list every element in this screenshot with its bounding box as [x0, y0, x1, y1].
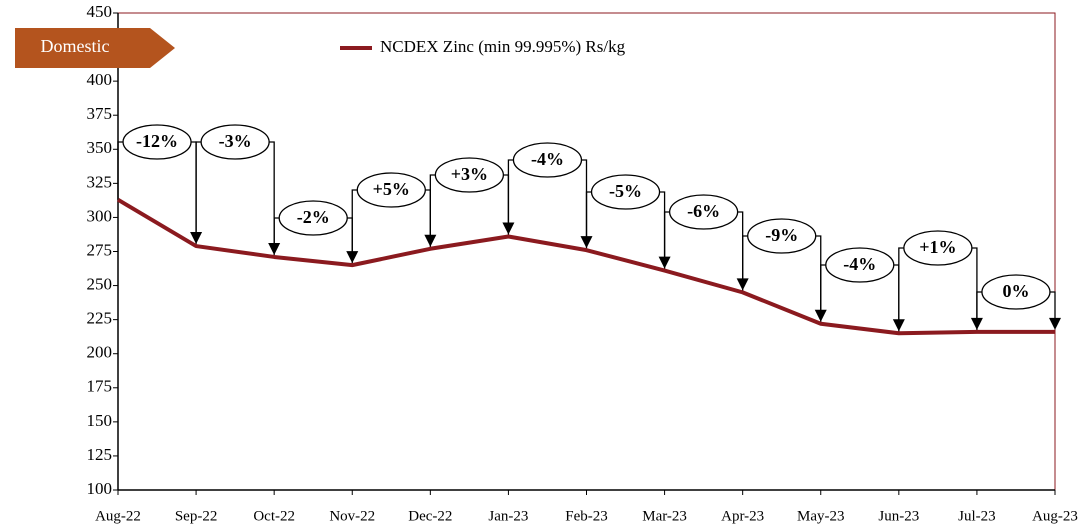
- annotation-label: -5%: [609, 181, 642, 201]
- x-tick-label: Oct-22: [253, 508, 295, 524]
- annotation-label: 0%: [1002, 281, 1029, 301]
- annotation-label: -12%: [136, 131, 178, 151]
- y-tick-label: 350: [87, 138, 113, 157]
- y-tick-label: 400: [87, 70, 113, 89]
- y-tick-label: 125: [87, 445, 113, 464]
- annotation-label: -4%: [531, 149, 564, 169]
- x-tick-label: Mar-23: [642, 508, 687, 524]
- annotation-label: -6%: [687, 201, 720, 221]
- annotation-bubble: [200, 124, 270, 160]
- annotation-label: -9%: [765, 225, 798, 245]
- annotation-label: -2%: [297, 207, 330, 227]
- x-tick-label: Feb-23: [565, 508, 608, 524]
- x-tick-label: Jun-23: [878, 508, 919, 524]
- annotation-bubble: [903, 230, 973, 266]
- annotation-bubble: [434, 157, 505, 193]
- annotation-bubble: [278, 200, 348, 236]
- y-tick-label: 225: [87, 309, 113, 328]
- arrow-head: [1049, 317, 1061, 330]
- annotation-bubble: [981, 274, 1051, 310]
- badge: [15, 28, 175, 68]
- x-tick-label: Jul-23: [958, 508, 996, 524]
- annotation-bubble: [825, 247, 895, 283]
- y-tick-label: 325: [87, 172, 113, 191]
- x-tick-label: Apr-23: [721, 508, 764, 524]
- annotation-label: +1%: [919, 237, 956, 257]
- annotation-label: -4%: [843, 254, 876, 274]
- annotation-bubble: [747, 218, 817, 254]
- badge-label: Domestic: [41, 36, 110, 56]
- y-tick-label: 175: [87, 377, 113, 396]
- annotation-bubble: [122, 124, 192, 160]
- x-tick-label: May-23: [797, 508, 845, 524]
- y-tick-label: 250: [87, 274, 113, 293]
- x-tick-label: Dec-22: [408, 508, 452, 524]
- x-tick-label: Jan-23: [488, 508, 528, 524]
- series-line: [116, 197, 1055, 336]
- y-tick-label: 150: [87, 411, 113, 430]
- annotation-bubble: [512, 142, 583, 178]
- x-tick-label: Aug-23: [1032, 508, 1078, 524]
- annotation-bubble: [668, 194, 739, 230]
- x-tick-label: Nov-22: [329, 508, 375, 524]
- y-tick-label: 100: [87, 479, 113, 498]
- x-tick-label: Aug-22: [95, 508, 141, 524]
- x-tick-label: Sep-22: [175, 508, 218, 524]
- y-tick-label: 450: [87, 2, 113, 21]
- y-tick-label: 200: [87, 343, 113, 362]
- annotation-bubble: [590, 174, 661, 210]
- annotation-label: +5%: [373, 179, 410, 199]
- legend-label: NCDEX Zinc (min 99.995%) Rs/kg: [380, 37, 626, 56]
- y-tick-label: 275: [87, 240, 113, 259]
- annotation-bubble: [356, 172, 426, 208]
- annotation-label: +3%: [451, 164, 488, 184]
- y-tick-label: 300: [87, 206, 113, 225]
- annotation-label: -3%: [219, 131, 252, 151]
- y-tick-label: 375: [87, 104, 113, 123]
